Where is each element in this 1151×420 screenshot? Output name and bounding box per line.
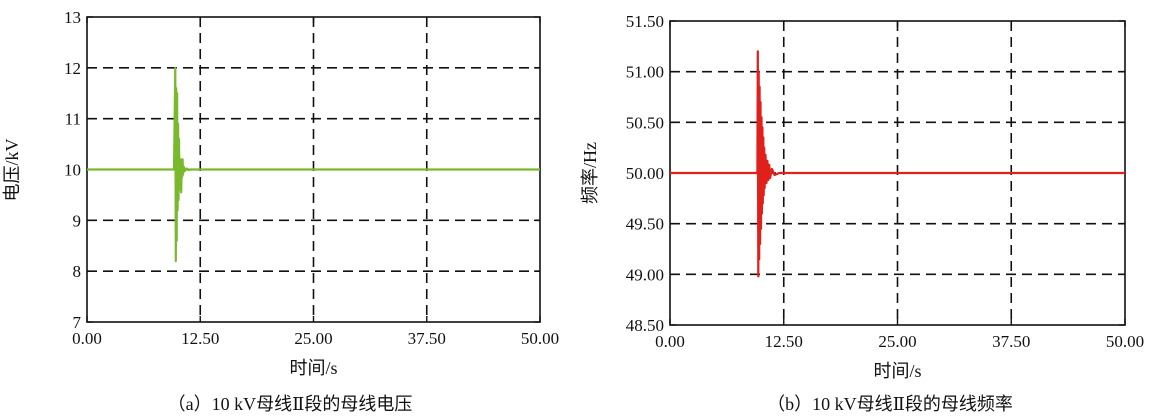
y-tick-label: 11: [65, 110, 81, 129]
x-tick-label: 37.50: [992, 332, 1030, 351]
x-axis-label: 时间/s: [873, 361, 921, 381]
x-tick-label: 12.50: [765, 332, 803, 351]
y-tick-label: 49.50: [626, 215, 664, 234]
y-tick-label: 50.50: [626, 113, 664, 132]
series-line: [87, 66, 540, 263]
y-tick-label: 8: [73, 262, 82, 281]
y-tick-label: 13: [64, 8, 81, 27]
y-tick-label: 50.00: [626, 164, 664, 183]
panel-caption: （a）10 kV母线Ⅱ段的母线电压: [168, 394, 413, 414]
y-tick-label: 12: [64, 59, 81, 78]
panel-frequency: 0.00 12.50 25.00 37.50 50.00 48.50 49.00 49.50 5…: [580, 12, 1144, 414]
x-tick-label: 12.50: [181, 329, 219, 348]
x-tick-label: 50.00: [521, 329, 559, 348]
panel-caption: （b）10 kV母线Ⅱ段的母线频率: [767, 394, 1013, 414]
y-tick-label: 51.50: [626, 12, 664, 31]
series-line: [670, 50, 1125, 278]
y-axis-label: 频率/Hz: [580, 142, 600, 204]
y-tick-label: 48.50: [626, 316, 664, 335]
x-tick-label: 37.50: [408, 329, 446, 348]
panel-voltage: 0.00 12.50 25.00 37.50 50.00 7 8 9 10 11 12 13 时间/s 电…: [2, 8, 559, 414]
y-tick-label: 10: [64, 161, 81, 180]
y-axis-label: 电压/kV: [2, 138, 22, 201]
y-tick-label: 51.00: [626, 63, 664, 82]
x-tick-label: 0.00: [72, 329, 102, 348]
x-tick-label: 50.00: [1106, 332, 1144, 351]
x-axis-label: 时间/s: [289, 358, 337, 378]
x-tick-label: 25.00: [878, 332, 916, 351]
x-tick-label: 0.00: [655, 332, 685, 351]
y-tick-label: 9: [73, 211, 82, 230]
y-tick-label: 7: [73, 313, 82, 332]
y-tick-label: 49.00: [626, 265, 664, 284]
x-tick-label: 25.00: [294, 329, 332, 348]
